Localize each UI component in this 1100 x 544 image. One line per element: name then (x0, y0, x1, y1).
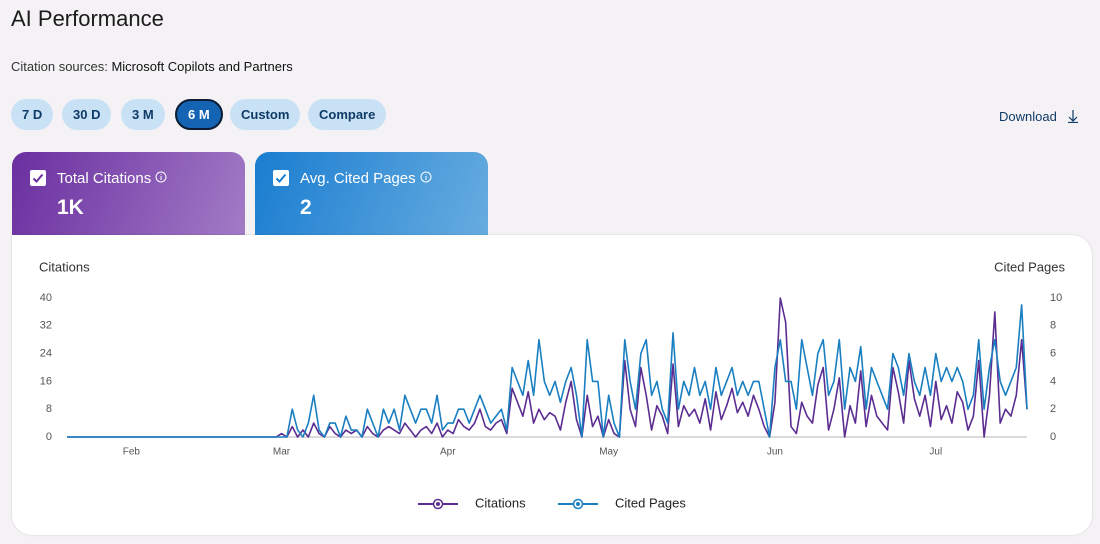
check-icon (275, 173, 287, 183)
info-icon[interactable] (420, 171, 432, 183)
x-tick-label: Apr (440, 447, 456, 458)
y2-tick-label: 6 (1050, 348, 1056, 360)
download-icon (1068, 110, 1079, 124)
download-button[interactable]: Download (999, 109, 1080, 124)
y2-axis-title: Cited Pages (994, 259, 1065, 274)
x-tick-label: Jul (929, 447, 942, 458)
y-tick-label: 0 (46, 431, 52, 443)
checkbox[interactable] (30, 170, 46, 186)
y-tick-label: 16 (40, 375, 52, 387)
y-tick-label: 40 (40, 292, 52, 304)
legend-marker-dot (436, 502, 440, 506)
metric-label-text: Avg. Cited Pages (300, 170, 416, 187)
data-line (67, 297, 1028, 438)
range-button[interactable]: 30 D (62, 99, 112, 130)
range-button[interactable]: 6 M (175, 99, 223, 130)
range-button[interactable]: Custom (230, 99, 301, 130)
y2-tick-label: 8 (1050, 320, 1056, 332)
metric-card: Avg. Cited Pages 2 (255, 152, 488, 236)
metric-value: 1K (57, 196, 84, 219)
y-tick-label: 24 (40, 348, 52, 360)
metric-label: Total Citations (57, 170, 167, 187)
legend-label: Citations (475, 495, 526, 510)
y2-tick-label: 10 (1050, 292, 1062, 304)
info-icon[interactable] (155, 171, 167, 183)
chart: Citations Cited Pages 08162432400246810F… (39, 259, 1065, 510)
y2-tick-label: 0 (1050, 431, 1056, 443)
metric-label-text: Total Citations (57, 170, 152, 187)
x-tick-label: Jun (767, 447, 783, 458)
x-tick-label: Mar (273, 447, 291, 458)
x-tick-label: Feb (123, 447, 141, 458)
y2-tick-label: 4 (1050, 375, 1056, 387)
y-axis-title: Citations (39, 259, 90, 274)
source-label: Citation sources: (11, 59, 108, 74)
range-button[interactable]: 7 D (11, 99, 54, 130)
page-title: AI Performance (11, 6, 164, 31)
y2-tick-label: 2 (1050, 403, 1056, 415)
download-label: Download (999, 109, 1057, 124)
metric-value: 2 (300, 196, 312, 219)
legend-label: Cited Pages (615, 495, 686, 510)
x-tick-label: May (599, 447, 618, 458)
citation-sources: Citation sources: Microsoft Copilots and… (11, 59, 293, 74)
chart-panel: Citations Cited Pages 0 8 16 24 32 40 0 2 4 6 8 10 F… (12, 235, 1092, 535)
metric-label: Avg. Cited Pages (300, 170, 432, 187)
source-value: Microsoft Copilots and Partners (111, 59, 293, 74)
legend-marker-dot (576, 502, 580, 506)
range-button[interactable]: 3 M (121, 99, 165, 130)
checkbox[interactable] (273, 170, 289, 186)
check-icon (32, 173, 44, 183)
metric-card: Total Citations 1K (12, 152, 245, 236)
y-tick-label: 8 (46, 403, 52, 415)
data-line (67, 304, 1028, 438)
y-tick-label: 32 (40, 320, 52, 332)
range-button[interactable]: Compare (308, 99, 387, 130)
